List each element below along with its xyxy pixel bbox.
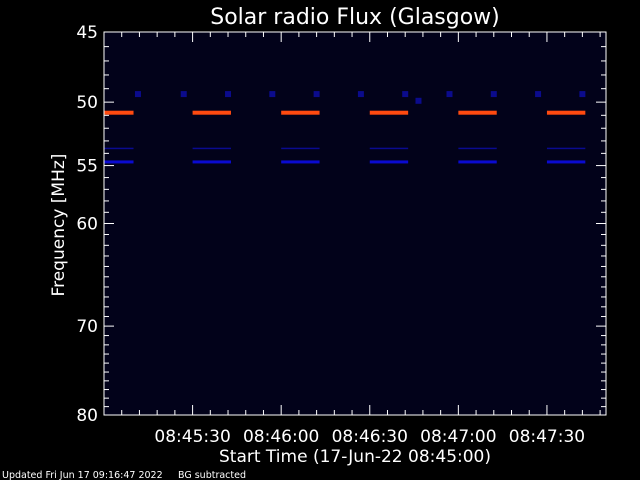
band-segment-strong-3 [369, 110, 409, 115]
band-segment-strong-4 [458, 110, 497, 115]
x-axis-title: Start Time (17-Jun-22 08:45:00) [219, 447, 491, 467]
band-segment-weak-3 [369, 147, 409, 150]
x-axis-ticks: 08:45:30 08:46:00 08:46:30 08:47:00 08:47:30 [121, 32, 601, 447]
emission-marker-11 [579, 91, 586, 98]
x-tick-label-150: 08:47:30 [509, 427, 585, 447]
band-segment-weak-4 [458, 147, 497, 150]
band-segment-strong-2 [281, 110, 320, 115]
y-tick-label-45: 45 [76, 23, 98, 43]
band-segment-mid-2 [281, 160, 320, 164]
band-segment-mid-0 [104, 160, 134, 164]
y-tick-label-55: 55 [76, 157, 98, 177]
emission-marker-2 [225, 91, 232, 98]
y-tick-label-50: 50 [76, 93, 98, 113]
plot-background [104, 32, 606, 415]
bg-subtracted-note: BG subtracted [178, 470, 246, 480]
emission-marker-9 [490, 91, 497, 98]
x-tick-label-60: 08:46:00 [243, 427, 319, 447]
x-tick-label-90: 08:46:30 [332, 427, 408, 447]
y-tick-label-70: 70 [76, 317, 98, 337]
emission-marker-3 [269, 91, 276, 98]
y-tick-label-60: 60 [76, 215, 98, 235]
band-segment-mid-1 [192, 160, 231, 164]
emission-marker-10 [535, 91, 542, 98]
band-segment-weak-5 [546, 147, 586, 150]
y-tick-label-80: 80 [76, 406, 98, 426]
emission-marker-5 [357, 91, 364, 98]
emission-marker-7 [415, 97, 422, 104]
emission-bands [104, 110, 586, 164]
band-segment-mid-4 [458, 160, 497, 164]
band-segment-strong-0 [104, 110, 134, 115]
y-axis-title: Frequency [MHz] [49, 154, 69, 297]
band-segment-weak-0 [104, 147, 134, 150]
emission-markers [134, 91, 586, 104]
emission-marker-8 [446, 91, 453, 98]
updated-timestamp: Updated Fri Jun 17 09:16:47 2022 [2, 470, 163, 480]
chart-title: Solar radio Flux (Glasgow) [210, 5, 500, 30]
emission-marker-4 [313, 91, 320, 98]
x-tick-label-120: 08:47:00 [420, 427, 496, 447]
band-segment-weak-2 [281, 147, 320, 150]
y-axis-ticks: 45 50 55 60 70 80 [76, 23, 606, 426]
band-segment-strong-1 [192, 110, 231, 115]
emission-marker-0 [134, 91, 141, 98]
emission-marker-6 [402, 91, 409, 98]
band-segment-strong-5 [546, 110, 586, 115]
x-tick-label-30: 08:45:30 [154, 427, 230, 447]
band-segment-weak-1 [192, 147, 231, 150]
band-segment-mid-3 [369, 160, 409, 164]
plot-area [104, 32, 606, 415]
emission-marker-1 [180, 91, 187, 98]
band-segment-mid-5 [546, 160, 586, 164]
